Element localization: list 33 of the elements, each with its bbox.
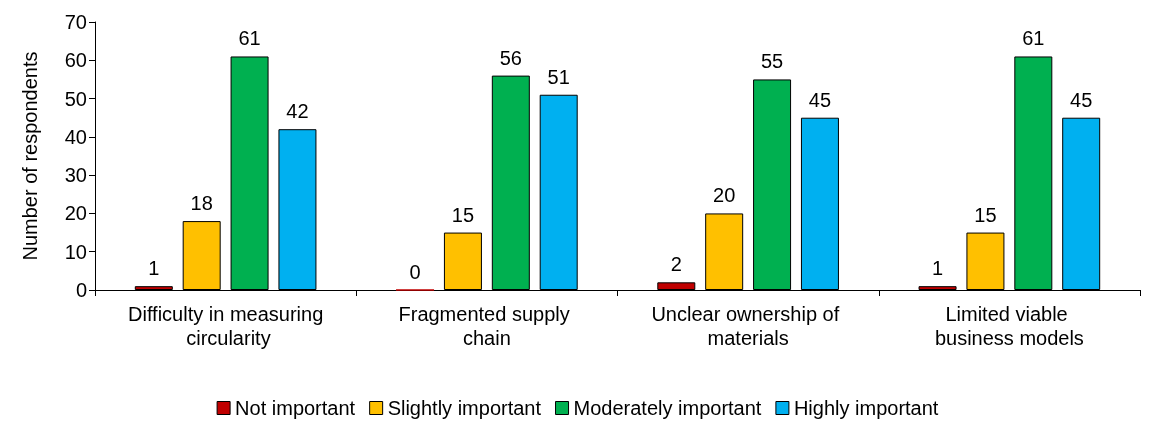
data-label: 1	[148, 257, 160, 280]
y-tick-label: 60	[64, 49, 87, 72]
data-label: 45	[1070, 88, 1093, 111]
y-axis-title: Number of respondents	[19, 51, 41, 261]
data-label: 55	[760, 50, 784, 73]
data-label: 56	[499, 46, 522, 69]
data-label: 61	[238, 27, 261, 50]
y-tick-label: 40	[64, 125, 87, 148]
legend-label: Highly important	[793, 397, 939, 419]
data-label: 61	[1022, 27, 1045, 50]
data-label: 42	[286, 100, 309, 123]
data-label: 18	[190, 192, 213, 215]
data-label: 51	[547, 65, 570, 88]
x-tick-label: Limited viable business models	[934, 303, 1084, 349]
x-tick-label: Unclear ownership of materials	[651, 303, 845, 349]
data-label: 45	[808, 88, 832, 111]
data-label: 0	[409, 260, 421, 283]
x-tick-label: Difficulty in measuring circularity	[127, 303, 324, 349]
legend-label: Not important	[235, 397, 356, 419]
y-tick-label: 20	[64, 202, 87, 225]
y-tick-label: 70	[64, 11, 87, 33]
data-label: 15	[451, 203, 475, 226]
data-label: 15	[974, 203, 997, 226]
legend-label: Slightly important	[387, 397, 542, 419]
legend-label: Moderately important	[573, 397, 762, 419]
y-tick-label: 50	[64, 87, 87, 110]
data-label: 2	[670, 253, 682, 276]
y-tick-label: 10	[64, 240, 87, 263]
data-label: 1	[931, 257, 944, 280]
data-label: 20	[713, 184, 736, 207]
y-tick-label: 30	[64, 164, 87, 187]
x-tick-label: Fragmented supply chain	[398, 303, 576, 349]
y-tick-label: 0	[75, 279, 87, 301]
